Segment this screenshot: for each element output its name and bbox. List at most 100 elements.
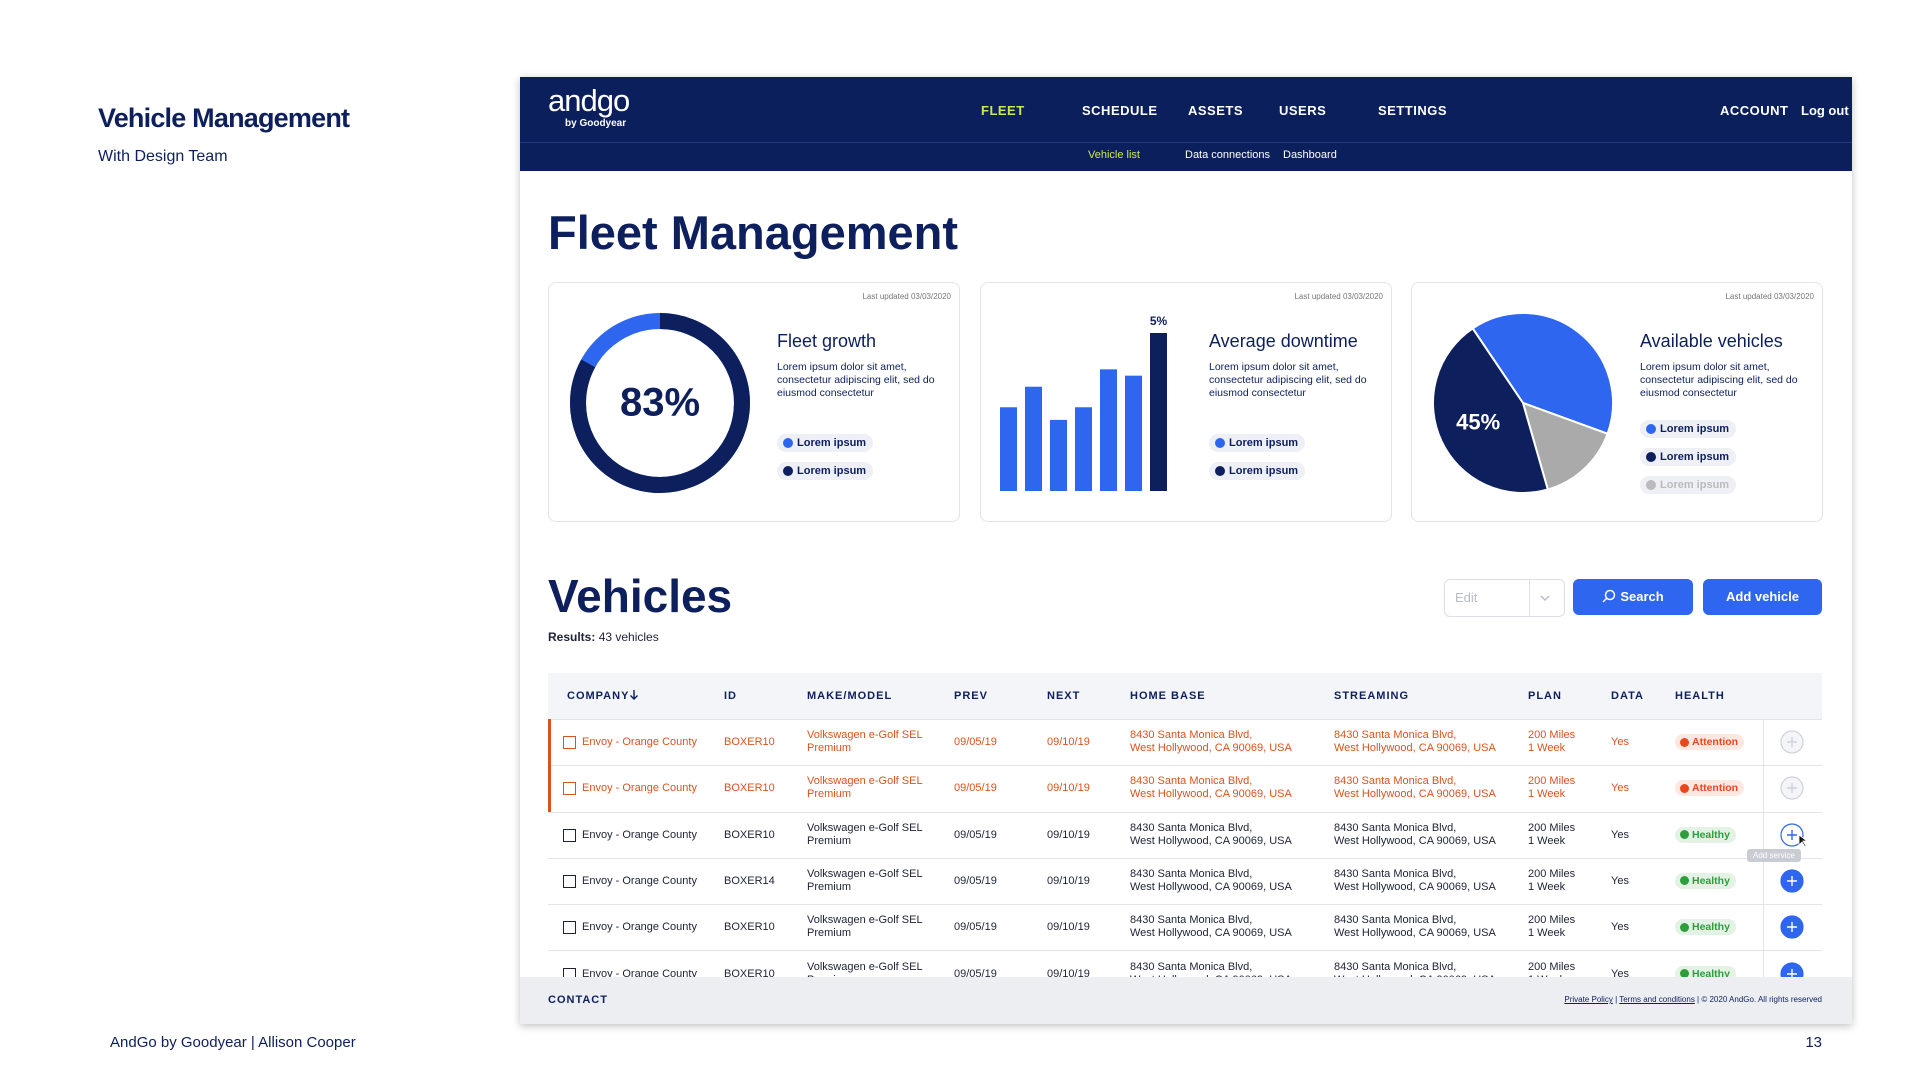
cell-streaming: 8430 Santa Monica Blvd,West Hollywood, C… <box>1334 868 1496 894</box>
slide-subtitle: With Design Team <box>98 148 228 165</box>
app-window: andgo by Goodyear Fleet Management Vehic… <box>520 77 1852 1024</box>
divider <box>1763 950 1764 977</box>
search-button[interactable]: Search <box>1573 579 1693 615</box>
nav-item[interactable]: SETTINGS <box>1378 103 1448 118</box>
cell-prev: 09/05/19 <box>954 828 997 841</box>
cell-streaming: 8430 Santa Monica Blvd,West Hollywood, C… <box>1334 961 1496 978</box>
cell-next: 09/10/19 <box>1047 874 1090 887</box>
nav-item[interactable]: ASSETS <box>1188 103 1244 118</box>
contact-link[interactable]: CONTACT <box>548 994 608 1006</box>
nav-item[interactable]: USERS <box>1279 103 1327 118</box>
button-plus <box>1787 968 1797 977</box>
cursor <box>1798 833 1808 848</box>
table-row: Envoy - Orange County BOXER14 Volkswagen e… <box>548 857 1822 906</box>
app-footer: CONTACT Private Policy | Terms and condi… <box>520 977 1852 1024</box>
stat-card: Last updated 03/03/2020 Average downtime L… <box>980 282 1392 522</box>
nav-item[interactable]: ACCOUNT <box>1720 103 1789 118</box>
pie-slice <box>1471 312 1614 436</box>
cell-id: BOXER10 <box>724 828 775 841</box>
sub-item[interactable]: Data connections <box>1185 149 1270 161</box>
add-service-button[interactable] <box>1780 961 1804 978</box>
nav-item[interactable]: Log out <box>1801 103 1849 118</box>
card-chart: 45% <box>1432 312 1614 494</box>
edit-label: Edit <box>1455 590 1478 605</box>
divider <box>1763 857 1764 905</box>
divider <box>1763 719 1764 766</box>
legend-label: Lorem ipsum <box>797 465 867 477</box>
cell-streaming: 8430 Santa Monica Blvd,West Hollywood, C… <box>1334 822 1496 848</box>
cell-line: 1 Week <box>1528 880 1566 893</box>
cell-next: 09/10/19 <box>1047 921 1090 934</box>
legend-dot <box>1646 424 1656 434</box>
edit-dropdown[interactable]: Edit <box>1444 579 1565 617</box>
privacy-link[interactable]: Private Policy <box>1564 995 1613 1004</box>
checkbox[interactable] <box>563 921 576 935</box>
card-title: Available vehicles <box>1640 331 1783 351</box>
cell-data: Yes <box>1611 828 1629 841</box>
health-badge: Healthy <box>1675 826 1736 843</box>
add-service-button[interactable] <box>1780 730 1804 754</box>
sort-icon <box>630 690 638 700</box>
legend-label: Lorem ipsum <box>1229 465 1299 477</box>
cell-line: 8430 Santa Monica Blvd, <box>1130 914 1253 927</box>
cell-line: Volkswagen e-Golf SEL <box>807 914 923 927</box>
cursor-shape <box>1798 833 1808 848</box>
cell-line: 8430 Santa Monica Blvd, <box>1130 867 1253 880</box>
health-badge: Attention <box>1675 734 1745 750</box>
card-chart: 83% <box>570 313 750 493</box>
add-vehicle-button[interactable]: Add vehicle <box>1703 579 1822 615</box>
cell-line: West Hollywood, CA 90069, USA <box>1334 880 1496 893</box>
divider <box>1763 765 1764 812</box>
terms-link[interactable]: Terms and conditions <box>1619 995 1695 1004</box>
cell-line: 8430 Santa Monica Blvd, <box>1334 914 1457 927</box>
column-header: HEALTH <box>1675 690 1725 702</box>
checkbox[interactable] <box>563 828 576 842</box>
column-header: HOME BASE <box>1130 690 1206 702</box>
cell-line: West Hollywood, CA 90069, USA <box>1334 788 1496 801</box>
add-service-button[interactable] <box>1780 822 1804 847</box>
cell-line: Volkswagen e-Golf SEL <box>807 960 923 973</box>
button-plus <box>1787 829 1797 840</box>
checkbox[interactable] <box>563 736 576 749</box>
nav-item[interactable]: SCHEDULE <box>1082 103 1158 118</box>
add-service-button[interactable] <box>1780 915 1804 939</box>
cell-line: Volkswagen e-Golf SEL <box>807 821 923 834</box>
legend-dot <box>783 438 793 448</box>
cell-line: West Hollywood, CA 90069, USA <box>1334 742 1496 754</box>
column-header: STREAMING <box>1334 690 1409 702</box>
cell-line: 200 Miles <box>1528 775 1576 788</box>
checkbox[interactable] <box>563 967 576 977</box>
cell-home: 8430 Santa Monica Blvd,West Hollywood, C… <box>1130 775 1292 801</box>
checkbox[interactable] <box>563 782 576 796</box>
donut-arc <box>570 313 750 493</box>
column-header: MAKE/MODEL <box>807 690 893 702</box>
column-header: PLAN <box>1528 690 1562 702</box>
cell-line: West Hollywood, CA 90069, USA <box>1334 834 1496 847</box>
column-header[interactable]: COMPANY <box>567 690 630 702</box>
legend-item: Lorem ipsum <box>777 434 874 452</box>
add-service-button[interactable] <box>1780 869 1804 893</box>
bar <box>1100 369 1117 491</box>
cell-company: Envoy - Orange County <box>582 874 697 887</box>
nav-item[interactable]: FLEET <box>981 103 1025 118</box>
cell-data: Yes <box>1611 736 1629 748</box>
health-dot <box>1680 737 1689 747</box>
results-label: Results: <box>548 630 596 644</box>
logo[interactable]: andgo <box>548 83 630 118</box>
sub-nav-bar <box>520 142 1852 171</box>
column-header: PREV <box>954 690 988 702</box>
sub-item[interactable]: Vehicle list <box>1088 149 1140 161</box>
sub-item[interactable]: Dashboard <box>1283 149 1337 161</box>
cell-next: 09/10/19 <box>1047 828 1090 841</box>
card-title: Fleet growth <box>777 331 877 351</box>
checkbox[interactable] <box>563 874 576 888</box>
legend-label: Lorem ipsum <box>1660 423 1730 435</box>
add-service-button[interactable] <box>1780 776 1804 800</box>
cell-prev: 09/05/19 <box>954 736 997 748</box>
cell-id: BOXER10 <box>724 736 775 748</box>
